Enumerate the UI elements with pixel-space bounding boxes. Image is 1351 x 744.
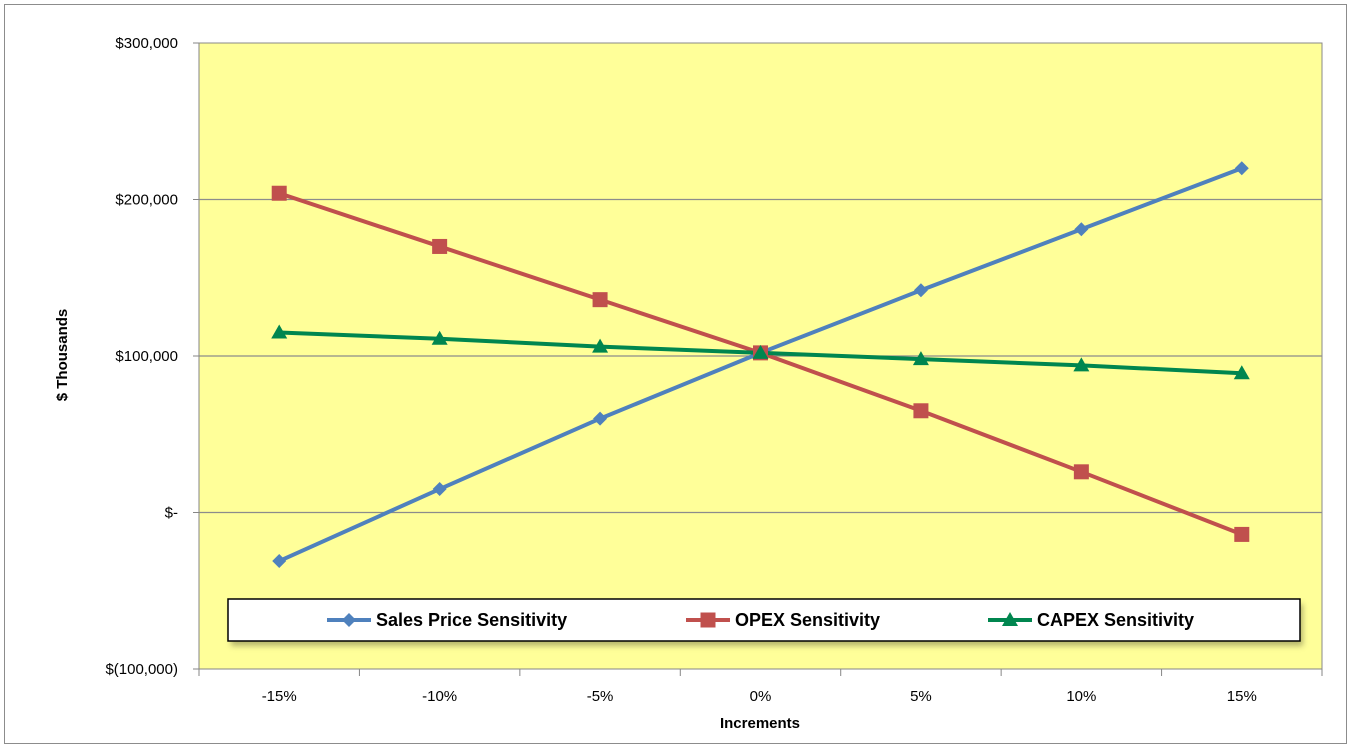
x-tick-label: 5% xyxy=(910,688,932,705)
y-tick-label: $- xyxy=(165,505,178,522)
legend: Sales Price Sensitivity OPEX Sensitivity C… xyxy=(227,598,1303,646)
x-tick-label: -15% xyxy=(262,688,297,705)
legend-box xyxy=(227,598,1301,642)
sales-price-sensitivity-point xyxy=(913,283,928,298)
opex-sensitivity-point xyxy=(592,292,608,308)
capex-sensitivity-point xyxy=(1233,365,1250,380)
x-axis-title: Increments xyxy=(720,715,800,732)
sales-price-sensitivity-point xyxy=(593,411,608,426)
y-axis-title: $ Thousands xyxy=(54,309,71,402)
capex-sensitivity-point xyxy=(271,324,288,339)
capex-sensitivity-point xyxy=(752,344,769,359)
opex-sensitivity-point xyxy=(432,238,448,254)
y-tick-label: $100,000 xyxy=(115,348,178,365)
capex-sensitivity-legend-marker xyxy=(1002,612,1018,626)
y-tick-label: $200,000 xyxy=(115,192,178,209)
opex-sensitivity-legend-label: OPEX Sensitivity xyxy=(735,610,880,630)
x-tick-label: 10% xyxy=(1066,688,1096,705)
capex-sensitivity-point xyxy=(431,330,448,345)
capex-sensitivity-point xyxy=(592,338,609,353)
opex-sensitivity-point xyxy=(271,185,287,201)
opex-sensitivity-point xyxy=(1073,464,1089,480)
opex-sensitivity-point xyxy=(1234,526,1250,542)
y-tick-label: $300,000 xyxy=(115,35,178,52)
x-tick-label: 15% xyxy=(1227,688,1257,705)
capex-sensitivity-point xyxy=(1073,357,1090,372)
series-markers xyxy=(271,161,1250,569)
sales-price-sensitivity-point xyxy=(1074,222,1089,237)
y-tick-labels: $(100,000) $- $100,000 $200,000 $300,000 xyxy=(105,35,178,678)
axes xyxy=(193,42,1323,676)
capex-sensitivity-legend-label: CAPEX Sensitivity xyxy=(1037,610,1194,630)
x-tick-label: 0% xyxy=(750,688,772,705)
x-tick-label: -10% xyxy=(422,688,457,705)
x-tick-label: -5% xyxy=(587,688,614,705)
sales-price-sensitivity-point xyxy=(432,482,447,497)
y-tick-label: $(100,000) xyxy=(105,661,178,678)
sales-price-sensitivity-legend-marker xyxy=(342,613,356,627)
opex-sensitivity-point xyxy=(913,403,929,419)
sales-price-sensitivity-legend-label: Sales Price Sensitivity xyxy=(376,610,567,630)
sales-price-sensitivity-point xyxy=(272,554,287,569)
opex-sensitivity-legend-marker xyxy=(700,612,716,628)
x-tick-labels: -15% -10% -5% 0% 5% 10% 15% xyxy=(262,688,1257,705)
sales-price-sensitivity-point xyxy=(1234,161,1249,176)
legend-items: Sales Price Sensitivity OPEX Sensitivity C… xyxy=(327,610,1194,630)
capex-sensitivity-point xyxy=(912,351,929,366)
